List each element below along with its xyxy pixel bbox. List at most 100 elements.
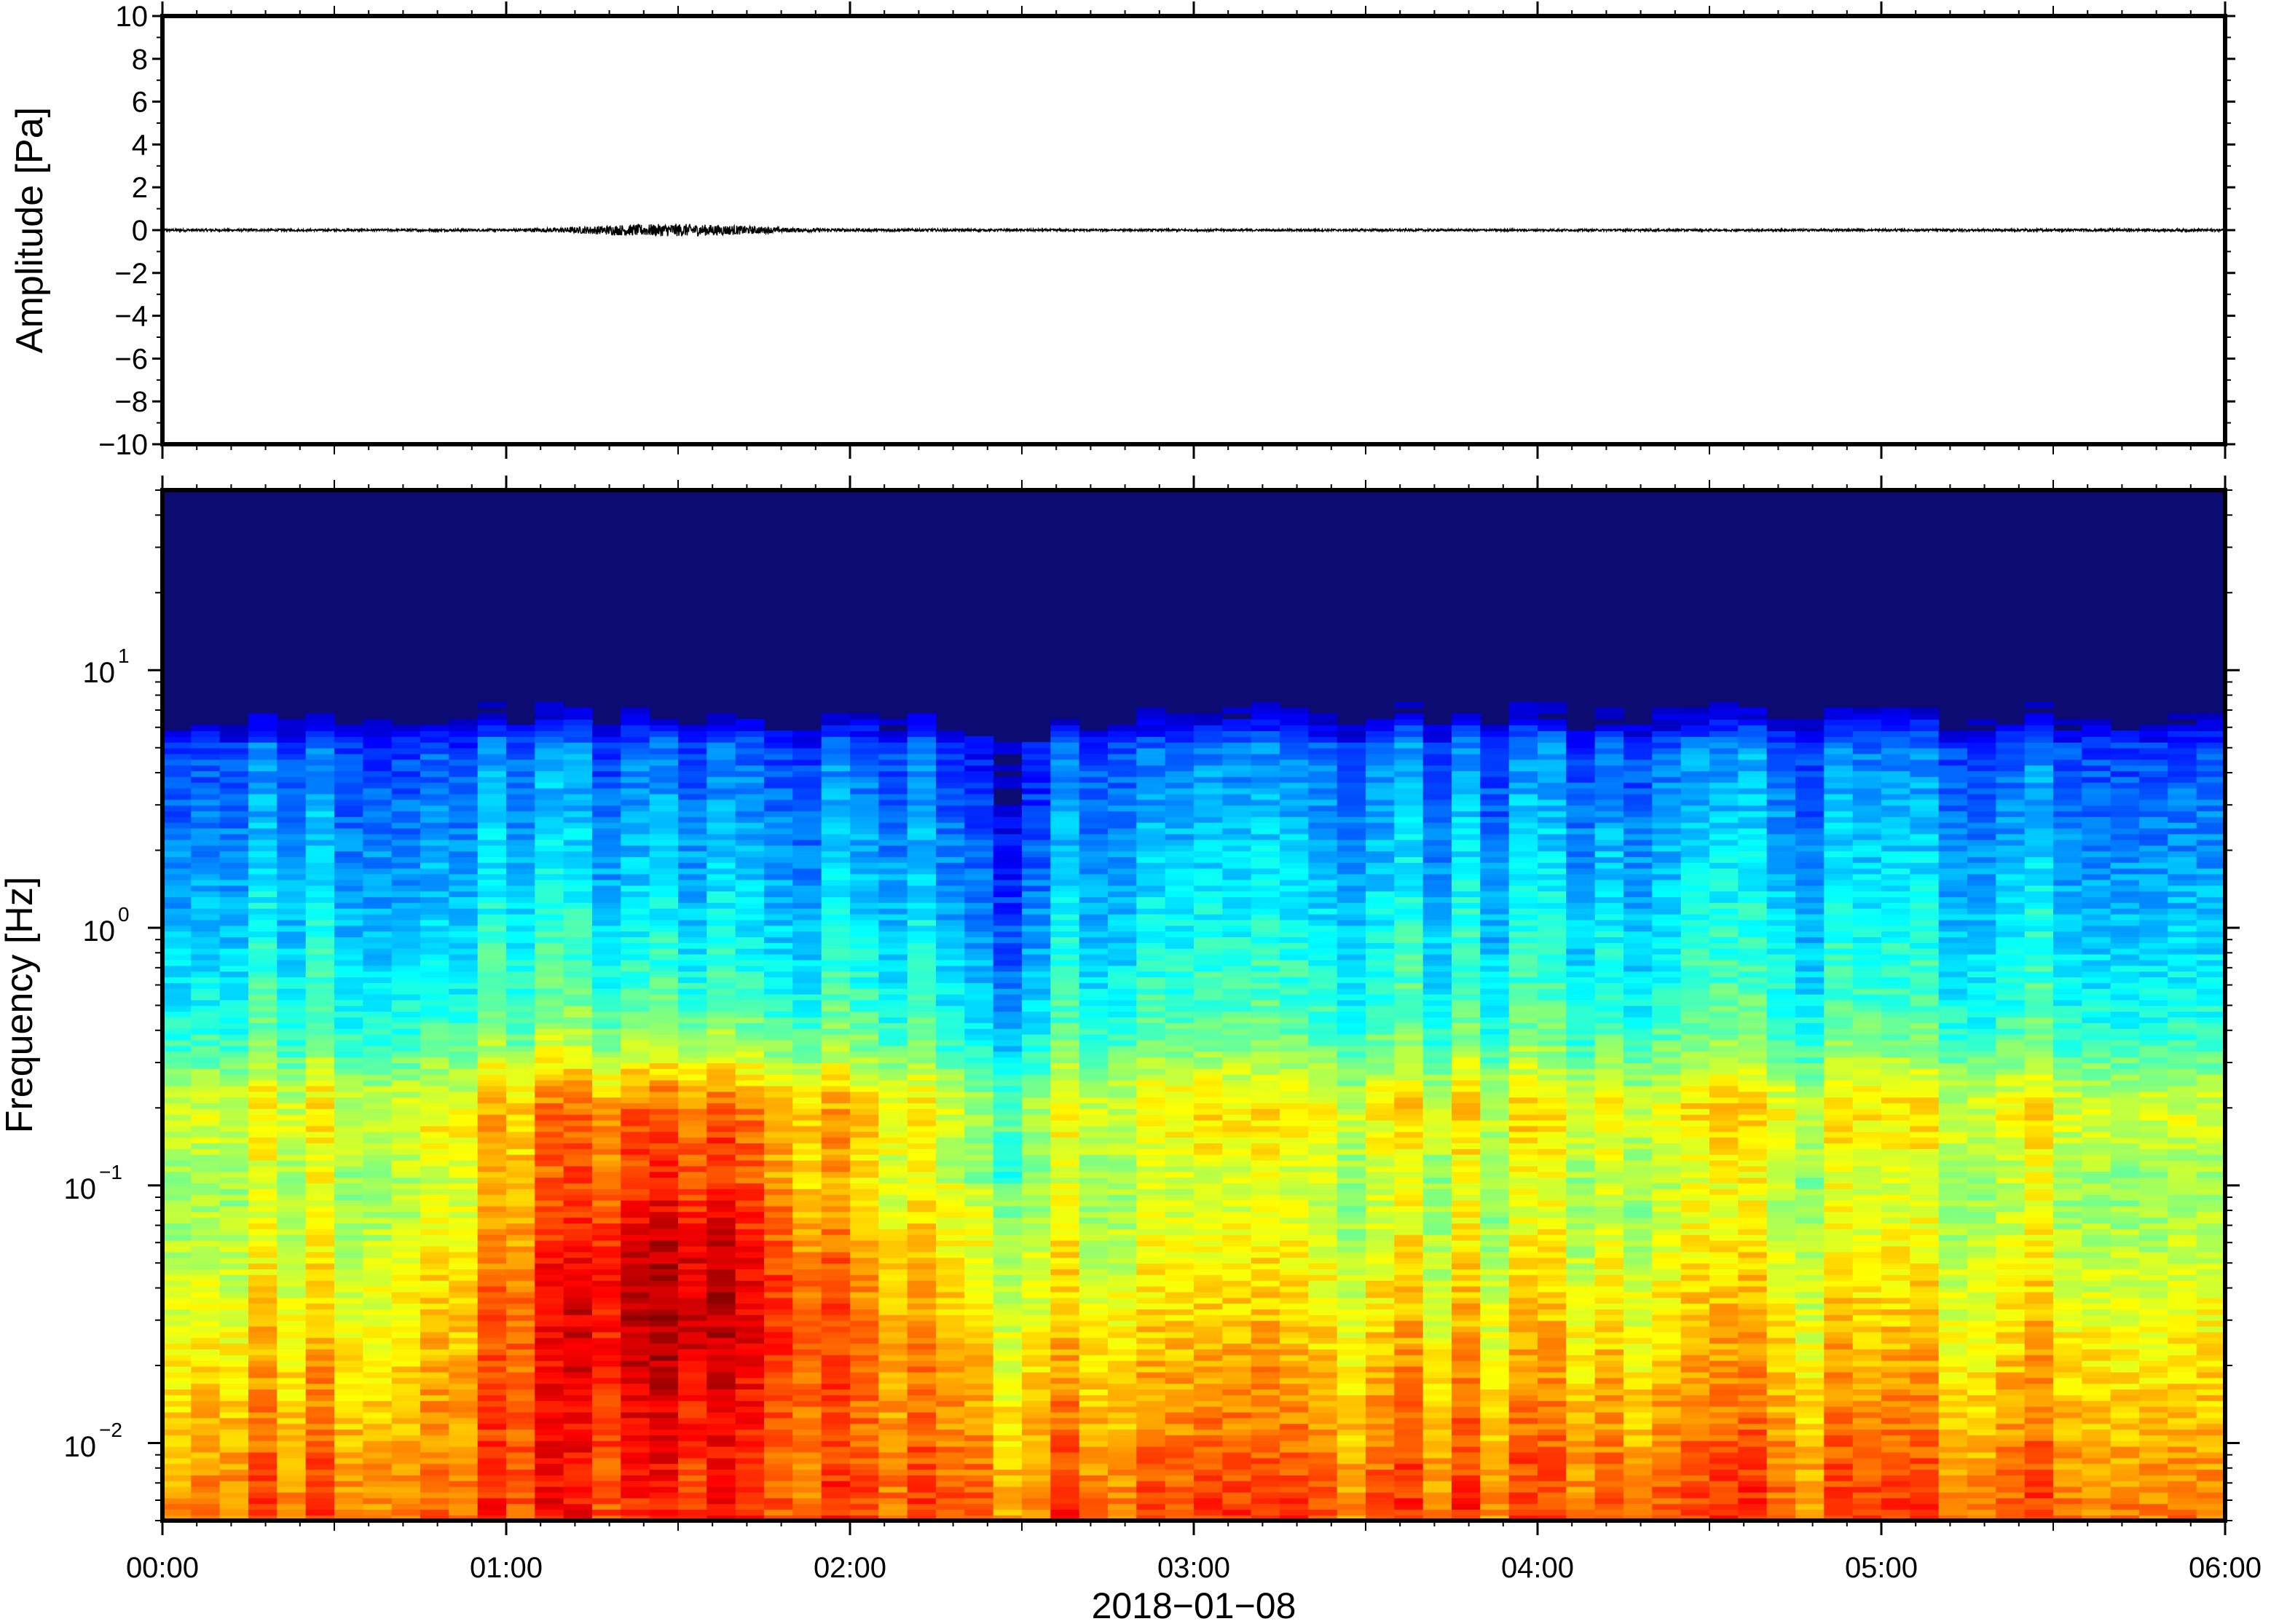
spectrogram-cell <box>420 741 450 749</box>
spectrogram-cell <box>964 833 994 840</box>
spectrogram-cell <box>449 1349 479 1355</box>
spectrogram-cell <box>449 1234 479 1241</box>
spectrogram-cell <box>850 1491 880 1499</box>
spectrogram-cell <box>821 1269 851 1275</box>
spectrogram-cell <box>649 1005 679 1012</box>
spectrogram-cell <box>1079 1229 1109 1235</box>
spectrogram-cell <box>964 1125 994 1132</box>
spectrogram-cell <box>878 953 908 961</box>
spectrogram-cell <box>1108 1325 1138 1333</box>
spectrogram-cell <box>305 1309 335 1315</box>
spectrogram-cell <box>621 1199 650 1207</box>
spectrogram-cell <box>1079 942 1109 949</box>
spectrogram-cell <box>964 1509 994 1515</box>
spectrogram-cell <box>649 1377 679 1384</box>
spectrogram-cell <box>821 1503 851 1510</box>
spectrogram-cell <box>391 988 421 995</box>
spectrogram-cell <box>305 1457 335 1465</box>
spectrogram-cell <box>277 959 307 966</box>
spectrogram-cell <box>248 1274 278 1281</box>
spectrogram-cell <box>821 1097 851 1103</box>
spectrogram-cell <box>506 1309 536 1315</box>
spectrogram-cell <box>649 1045 679 1052</box>
spectrogram-cell <box>792 1005 822 1012</box>
spectrogram-cell <box>678 759 708 766</box>
spectrogram-cell <box>707 1503 736 1510</box>
spectrogram-cell <box>1050 1269 1080 1275</box>
spectrogram-cell <box>162 988 192 995</box>
spectrogram-cell <box>592 747 622 754</box>
spectrogram-cell <box>162 839 192 846</box>
spectrogram-cell <box>449 1269 479 1275</box>
spectrogram-cell <box>649 1383 679 1390</box>
spectrogram-cell <box>506 1183 536 1189</box>
spectrogram-cell <box>735 1491 765 1499</box>
spectrogram-cell <box>678 1229 708 1235</box>
spectrogram-cell <box>248 1325 278 1333</box>
spectrogram-cell <box>1136 1108 1166 1115</box>
spectrogram-cell <box>592 1463 622 1470</box>
spectrogram-cell <box>1022 833 1052 840</box>
spectrogram-cell <box>993 1131 1023 1138</box>
spectrogram-cell <box>850 827 880 835</box>
spectrogram-cell <box>305 1159 335 1167</box>
spectrogram-cell <box>1050 1143 1080 1149</box>
spectrogram-cell <box>477 1481 507 1487</box>
spectrogram-cell <box>993 1229 1023 1235</box>
spectrogram-cell <box>907 753 937 760</box>
spectrogram-cell <box>850 1440 880 1447</box>
spectrogram-cell <box>305 1103 335 1109</box>
spectrogram-cell <box>563 1446 593 1453</box>
spectrogram-cell <box>621 1469 650 1475</box>
spectrogram-cell <box>305 730 335 737</box>
spectrogram-cell <box>477 759 507 766</box>
spectrogram-cell <box>191 1239 221 1247</box>
spectrogram-cell <box>707 1068 736 1075</box>
spectrogram-cell <box>821 1417 851 1424</box>
spectrogram-cell <box>1136 1280 1166 1287</box>
spectrogram-cell <box>764 1343 794 1349</box>
spectrogram-cell <box>707 1257 736 1264</box>
spectrogram-cell <box>907 811 937 817</box>
spectrogram-cell <box>305 1515 335 1521</box>
spectrogram-cell <box>792 1063 822 1069</box>
spectrogram-cell <box>764 988 794 995</box>
spectrogram-cell <box>936 1280 966 1287</box>
spectrogram-cell <box>764 1091 794 1098</box>
spectrogram-cell <box>449 821 479 829</box>
spectrogram-cell <box>735 891 765 897</box>
spectrogram-cell <box>1050 747 1080 754</box>
spectrogram-cell <box>850 925 880 932</box>
spectrogram-cell <box>277 873 307 880</box>
spectrogram-cell <box>162 862 192 869</box>
spectrogram-cell <box>363 839 393 846</box>
spectrogram-cell <box>563 1051 593 1058</box>
spectrogram-cell <box>1108 736 1138 743</box>
spectrogram-cell <box>363 1331 393 1339</box>
spectrogram-cell <box>219 1406 249 1413</box>
spectrogram-cell <box>821 999 851 1006</box>
spectrogram-cell <box>735 1269 765 1275</box>
spectrogram-cell <box>305 896 335 903</box>
spectrogram-cell <box>477 1199 507 1207</box>
spectrogram-cell <box>563 919 593 926</box>
spectrogram-cell <box>420 1337 450 1344</box>
spectrogram-cell <box>936 1303 966 1309</box>
spectrogram-cell <box>219 1377 249 1384</box>
spectrogram-cell <box>878 787 908 795</box>
spectrogram-cell <box>907 845 937 852</box>
spectrogram-cell <box>792 1189 822 1195</box>
spectrogram-cell <box>391 799 421 806</box>
spectrogram-cell <box>993 1349 1023 1355</box>
spectrogram-cell <box>363 765 393 771</box>
spectrogram-cell <box>248 1097 278 1103</box>
spectrogram-cell <box>964 977 994 983</box>
spectrogram-cell <box>363 1497 393 1505</box>
spectrogram-cell <box>305 907 335 915</box>
spectrogram-cell <box>535 1291 564 1298</box>
spectrogram-cell <box>621 959 650 966</box>
spectrogram-cell <box>993 907 1023 915</box>
spectrogram-cell <box>878 947 908 955</box>
spectrogram-cell <box>535 1411 564 1419</box>
spectrogram-cell <box>334 1395 364 1401</box>
